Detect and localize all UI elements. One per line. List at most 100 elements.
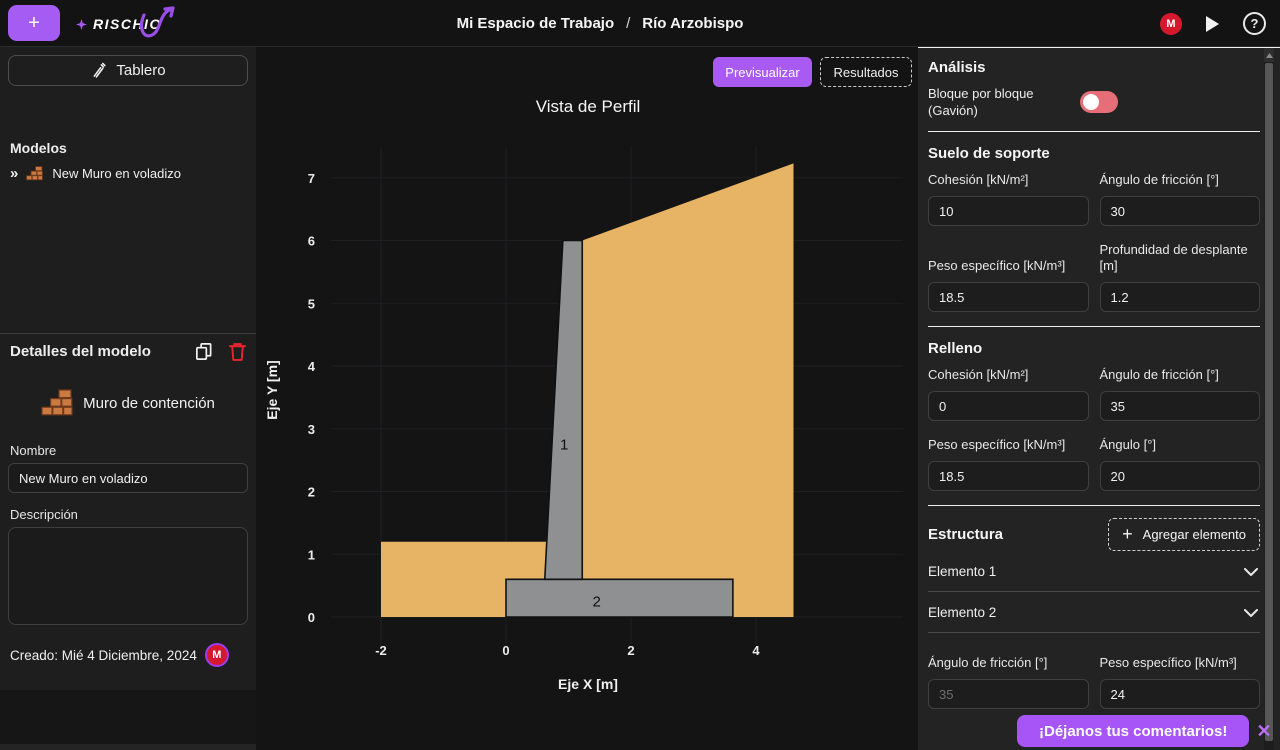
topbar: + RISCHIO Mi Espacio de Trabajo / Río Ar… — [0, 0, 1280, 47]
gabion-toggle-label: Bloque por bloque (Gavión) — [928, 86, 1034, 118]
y-tick-label: 0 — [308, 610, 315, 625]
backfill-heading: Relleno — [928, 340, 983, 357]
duplicate-model-button[interactable] — [194, 342, 213, 361]
model-details-header: Detalles del modelo — [10, 342, 246, 361]
dashboard-button-label: Tablero — [116, 62, 166, 79]
x-tick-label: -2 — [375, 643, 387, 658]
friction-angle-input[interactable] — [1099, 196, 1260, 226]
y-axis-label: Eje Y [m] — [264, 360, 280, 419]
structure-header: Estructura + Agregar elemento — [928, 518, 1260, 551]
trash-icon — [229, 343, 246, 361]
structure-element-2[interactable]: Elemento 2 — [928, 592, 1260, 633]
delete-model-button[interactable] — [229, 342, 246, 361]
breadcrumb-workspace[interactable]: Mi Espacio de Trabajo — [456, 15, 615, 32]
backfill-slope-angle-field: Ángulo [°] — [1099, 437, 1260, 491]
profile-plot: 2 1 0 1 2 3 4 5 6 7 -2 0 2 4 Vista de Perfil Eje X [m] E… — [264, 97, 903, 692]
feedback-banner[interactable]: ¡Déjanos tus comentarios! — [1017, 715, 1250, 747]
element-1-label: Elemento 1 — [928, 564, 997, 579]
models-heading: Modelos — [10, 140, 67, 156]
sidebar-item-model[interactable]: » New Muro en voladizo — [10, 162, 246, 184]
soil-backfill — [582, 163, 794, 617]
backfill-unit-weight-field: Peso específico [kN/m³] — [928, 437, 1089, 491]
design-tools-icon — [93, 62, 107, 78]
cohesion-label: Cohesión [kN/m²] — [928, 172, 1029, 187]
sidebar-divider — [0, 333, 256, 334]
breadcrumb-separator: / — [626, 15, 631, 32]
element-1-stem[interactable] — [543, 239, 584, 581]
structure-element-1[interactable]: Elemento 1 — [928, 551, 1260, 592]
friction-angle-field: Ángulo de fricción [°] — [1099, 172, 1260, 226]
y-tick-label: 5 — [308, 296, 315, 311]
add-element-label: Agregar elemento — [1142, 527, 1246, 542]
backfill-unit-weight-input[interactable] — [928, 461, 1089, 491]
swoosh-arrow-icon — [139, 6, 175, 38]
backfill-fields-row1: Cohesión [kN/m²] Ángulo de fricción [°] — [928, 367, 1260, 421]
brick-wall-icon — [41, 389, 73, 416]
results-button[interactable]: Resultados — [820, 57, 912, 87]
embedment-depth-field: Profundidad de desplante [m] — [1099, 242, 1260, 312]
structure-fields-row: Ángulo de fricción [°] Peso específico [… — [928, 655, 1260, 709]
cohesion-field: Cohesión [kN/m²] — [928, 172, 1089, 226]
chevron-down-icon — [1244, 567, 1258, 576]
embedment-depth-label: Profundidad de desplante [m] — [1099, 242, 1248, 273]
section-divider — [928, 505, 1260, 506]
structure-unit-weight-input[interactable] — [1099, 679, 1260, 709]
backfill-unit-weight-label: Peso específico [kN/m³] — [928, 437, 1066, 452]
new-model-button[interactable]: + — [8, 5, 60, 41]
breadcrumb-project[interactable]: Río Arzobispo — [642, 15, 744, 32]
model-item-label[interactable]: New Muro en voladizo — [52, 165, 181, 181]
unit-weight-field: Peso específico [kN/m³] — [928, 242, 1089, 312]
sidebar-footer-area — [0, 690, 256, 750]
backfill-friction-angle-input[interactable] — [1099, 391, 1260, 421]
preview-button[interactable]: Previsualizar — [713, 57, 812, 87]
section-divider — [928, 131, 1260, 132]
embedment-depth-input[interactable] — [1099, 282, 1260, 312]
play-icon[interactable] — [1206, 15, 1219, 32]
dashboard-button[interactable]: Tablero — [8, 55, 248, 86]
gabion-toggle[interactable] — [1080, 91, 1118, 113]
backfill-friction-angle-field: Ángulo de fricción [°] — [1099, 367, 1260, 421]
structure-unit-weight-label: Peso específico [kN/m³] — [1099, 655, 1237, 670]
backfill-friction-angle-label: Ángulo de fricción [°] — [1099, 367, 1219, 382]
backfill-slope-angle-input[interactable] — [1099, 461, 1260, 491]
chevron-down-icon — [1244, 608, 1258, 617]
structure-unit-weight-field: Peso específico [kN/m³] — [1099, 655, 1260, 709]
creator-avatar[interactable]: M — [204, 643, 229, 667]
element-1-stem-label: 1 — [560, 436, 568, 453]
analysis-heading: Análisis — [928, 59, 986, 76]
model-name-input[interactable] — [8, 463, 248, 493]
structure-friction-angle-label: Ángulo de fricción [°] — [928, 655, 1048, 670]
x-axis-label: Eje X [m] — [558, 676, 618, 692]
cohesion-input[interactable] — [928, 196, 1089, 226]
analysis-panel: Análisis Bloque por bloque (Gavión) Suel… — [918, 47, 1280, 750]
chart-title: Vista de Perfil — [536, 97, 641, 116]
topbar-actions: M ? — [1160, 0, 1266, 47]
add-element-button[interactable]: + Agregar elemento — [1108, 518, 1260, 551]
model-description-input[interactable] — [8, 527, 248, 625]
brick-wall-icon — [26, 165, 44, 180]
unit-weight-input[interactable] — [928, 282, 1089, 312]
element-2-label: Elemento 2 — [928, 605, 997, 620]
support-soil-fields-row1: Cohesión [kN/m²] Ángulo de fricción [°] — [928, 172, 1260, 226]
scrollbar-up-arrow[interactable] — [1264, 48, 1274, 62]
y-tick-label: 1 — [308, 547, 315, 562]
backfill-cohesion-input[interactable] — [928, 391, 1089, 421]
x-tick-label: 2 — [627, 643, 634, 658]
support-soil-fields-row2: Peso específico [kN/m³] Profundidad de d… — [928, 242, 1260, 312]
banner-close-icon[interactable]: ✕ — [1251, 716, 1277, 746]
friction-angle-label: Ángulo de fricción [°] — [1099, 172, 1219, 187]
plus-icon: + — [1122, 524, 1133, 544]
panel-scrollbar[interactable] — [1264, 48, 1274, 750]
help-icon[interactable]: ? — [1243, 12, 1266, 35]
sidebar: Tablero Modelos » New Muro en voladizo D… — [0, 47, 256, 690]
brand-logo: RISCHIO — [76, 6, 175, 40]
collapse-sidebar-icon[interactable]: » — [10, 164, 18, 182]
structure-heading: Estructura — [928, 526, 1004, 543]
model-type-label: Muro de contención — [83, 394, 215, 412]
element-2-footing[interactable] — [505, 578, 734, 618]
user-avatar[interactable]: M — [1160, 12, 1182, 35]
scrollbar-thumb[interactable] — [1265, 63, 1273, 741]
x-tick-label: 4 — [752, 643, 760, 658]
structure-friction-angle-input[interactable] — [928, 679, 1089, 709]
